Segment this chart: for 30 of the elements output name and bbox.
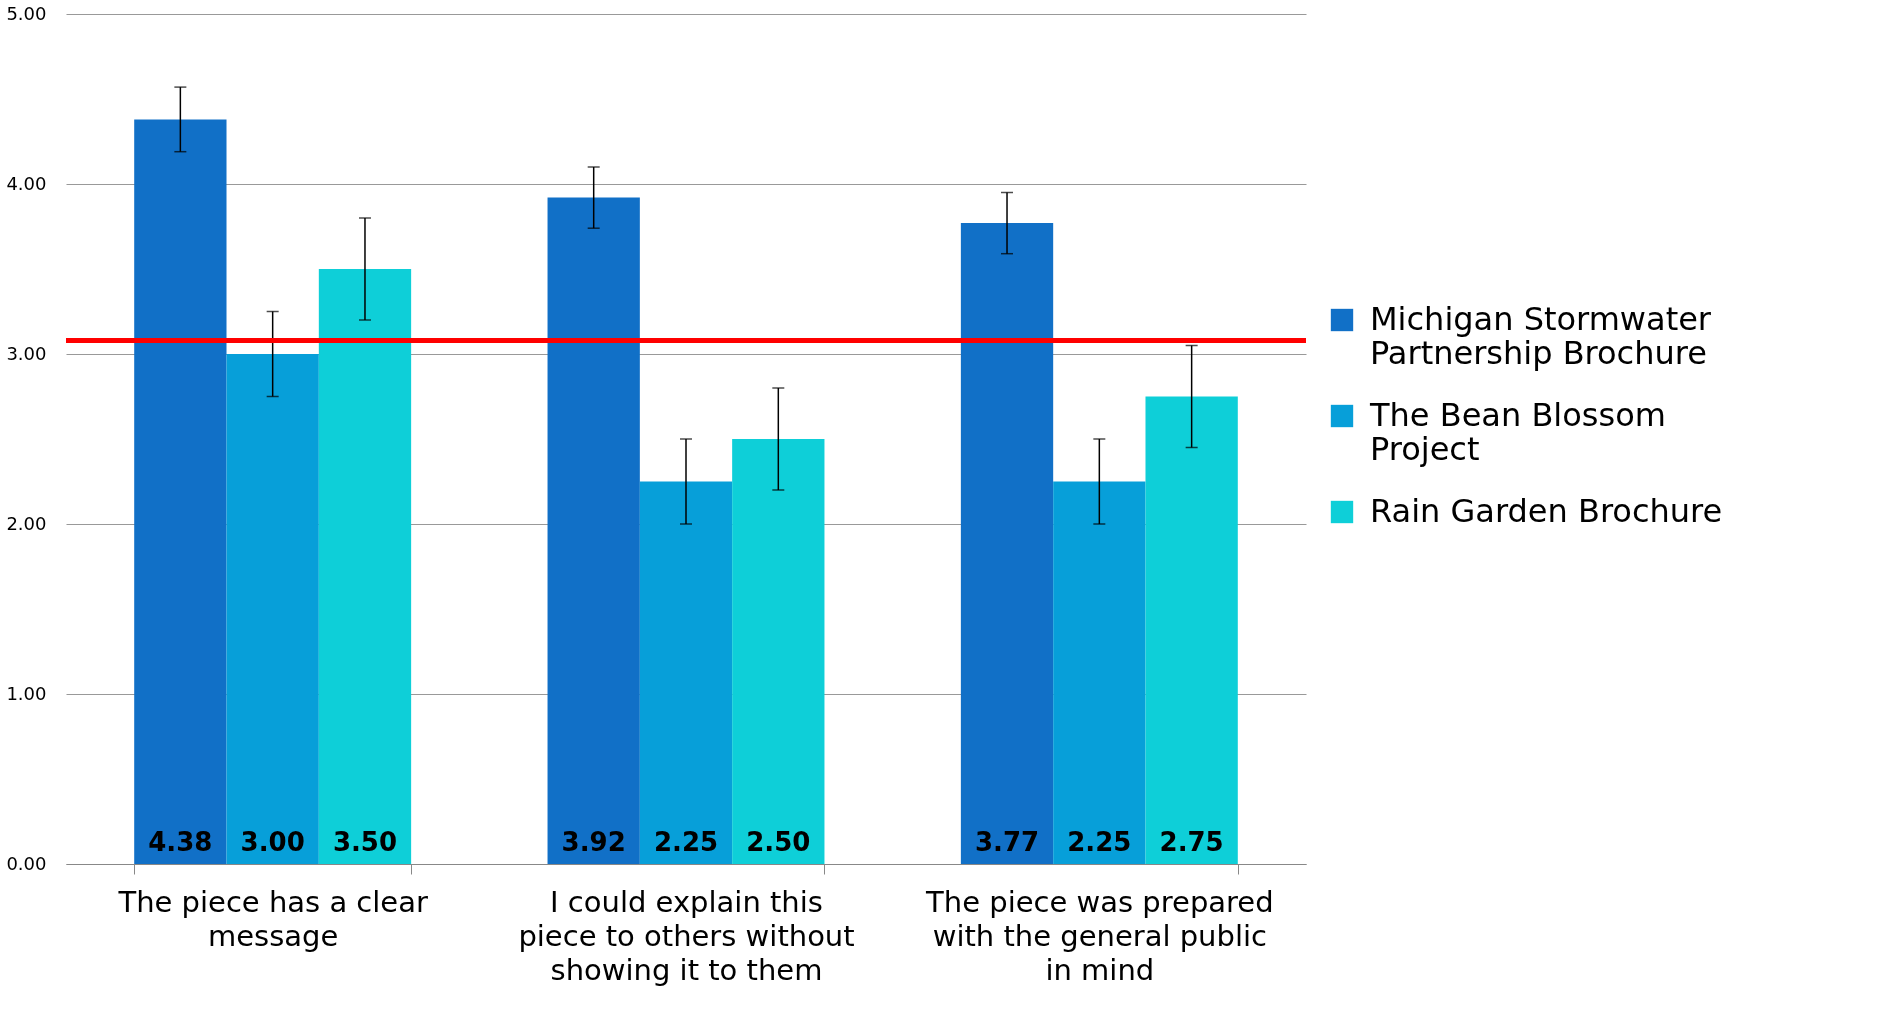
data-label: 3.92	[561, 827, 626, 857]
bar	[1053, 481, 1146, 864]
data-label: 2.25	[1067, 827, 1132, 857]
data-label: 2.25	[653, 827, 719, 857]
legend-label: Michigan Stormwater Partnership Brochure	[1370, 300, 1712, 372]
y-tick-label: 3.00	[6, 342, 47, 364]
legend-label: Rain Garden Brochure	[1370, 492, 1723, 530]
bar	[134, 119, 227, 864]
data-label: 2.50	[746, 827, 811, 857]
x-tick-label: The piece has a clear message	[117, 884, 428, 953]
y-tick-label: 5.00	[6, 2, 47, 24]
bar	[960, 223, 1054, 864]
bar	[1145, 396, 1238, 864]
x-tick-label: I could explain this piece to others without showing it to them	[518, 884, 855, 987]
y-tick-label: 1.00	[6, 682, 47, 704]
data-label: 3.50	[332, 827, 398, 857]
y-tick-label: 4.00	[6, 172, 47, 194]
bar	[639, 481, 733, 864]
y-tick-label: 0.00	[6, 852, 47, 874]
bar	[547, 197, 640, 864]
data-label: 4.38	[148, 827, 213, 857]
data-label: 3.77	[974, 827, 1040, 857]
bar	[732, 439, 825, 864]
x-tick-label: The piece was prepared with the general public in mind	[925, 884, 1274, 987]
bar	[318, 269, 412, 864]
y-tick-label: 2.00	[6, 512, 47, 534]
data-label: 3.00	[240, 827, 305, 857]
bar	[226, 354, 319, 864]
legend-label: The Bean Blossom Project	[1369, 396, 1666, 468]
data-label: 2.75	[1159, 827, 1224, 857]
